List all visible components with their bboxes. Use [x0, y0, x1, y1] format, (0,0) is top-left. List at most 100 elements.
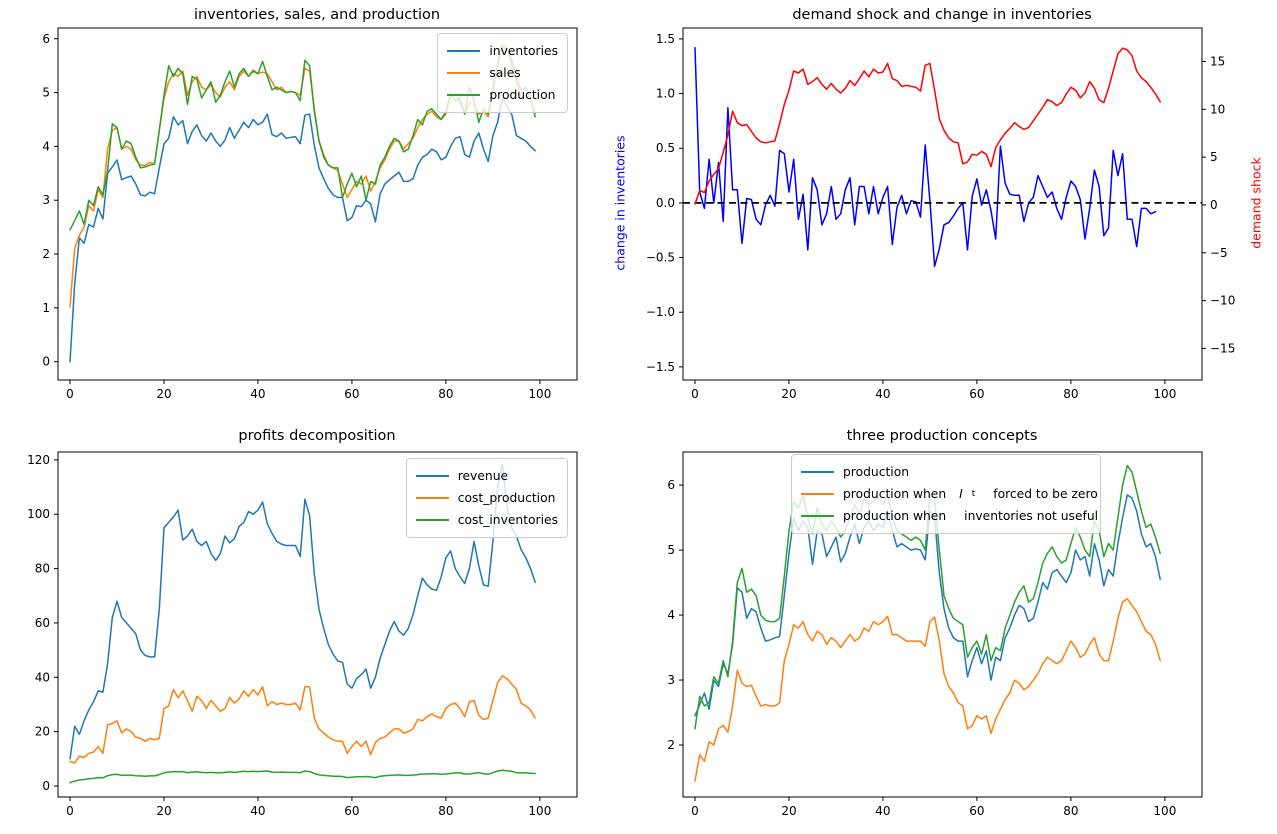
- x-tick-label: 20: [156, 804, 171, 818]
- x-tick-label: 80: [1063, 387, 1078, 401]
- legend-item-inventories: inventories: [447, 40, 558, 62]
- legend-line-swatch: [801, 471, 834, 473]
- legend-line-swatch: [447, 94, 481, 96]
- x-tick-label: 0: [66, 387, 74, 401]
- y-tick-label: 1.5: [656, 32, 675, 46]
- y-tick-label: 0.5: [656, 141, 675, 155]
- legend-label: revenue: [457, 468, 509, 483]
- x-tick-label: 0: [691, 804, 699, 818]
- axes-frame: [682, 451, 1203, 798]
- y-tick-label: 0.0: [656, 196, 675, 210]
- x-tick-label: 40: [250, 387, 265, 401]
- math-symbol-I: I: [959, 486, 963, 501]
- y-tick-label: 20: [35, 725, 50, 739]
- legend-label-right: forced to be zero: [993, 486, 1098, 501]
- legend-line-swatch: [801, 493, 834, 495]
- y-tick-label: 120: [27, 453, 50, 467]
- y-tick-label: −1.5: [646, 360, 675, 374]
- x-tick-label: 40: [875, 804, 890, 818]
- y2-tick-label: 15: [1210, 54, 1225, 68]
- legend-line-swatch: [415, 475, 449, 477]
- legend-label: production: [843, 464, 910, 479]
- x-tick-label: 60: [969, 804, 984, 818]
- legend-line-swatch: [415, 519, 449, 521]
- series-line-cost_inventories: [69, 769, 536, 784]
- y-tick-label: 1.0: [656, 87, 675, 101]
- plot3-legend: revenue cost_production cost_inventories: [405, 458, 568, 538]
- x-tick-label: 80: [438, 387, 453, 401]
- axes-frame: [57, 451, 578, 798]
- plot2-left-axis-label: change in inventories: [612, 135, 628, 271]
- axes-frame: [682, 27, 1203, 381]
- y-tick-label: 5: [42, 86, 50, 100]
- math-subscript-t: t: [971, 488, 976, 499]
- series-line-revenue: [69, 463, 536, 760]
- y-tick-label: 4: [42, 139, 50, 153]
- y-tick-label: 4: [667, 608, 675, 622]
- x-tick-label: 60: [344, 804, 359, 818]
- plot2-right-axis-label: demand shock: [1248, 157, 1264, 249]
- plot1-legend: inventories sales production: [437, 33, 568, 113]
- legend-label: cost_production: [457, 490, 556, 505]
- series-line-inventories: [69, 97, 536, 363]
- y2-tick-label: −5: [1210, 246, 1228, 260]
- x-tick-label: 80: [438, 804, 453, 818]
- series-line-production when Iₜ forced to be zero: [694, 598, 1161, 782]
- y-tick-label: −1.0: [646, 305, 675, 319]
- y-tick-label: 6: [42, 32, 50, 46]
- y-tick-label: 5: [667, 543, 675, 557]
- legend-line-swatch: [801, 515, 834, 517]
- x-tick-label: 20: [781, 804, 796, 818]
- series-line-change in inventories: [694, 46, 1157, 268]
- x-tick-label: 20: [156, 387, 171, 401]
- x-tick-label: 40: [875, 387, 890, 401]
- series-line-demand shock: [694, 47, 1161, 205]
- y-tick-label: 2: [42, 247, 50, 261]
- legend-item-production: production: [447, 84, 558, 106]
- series-line-production: [694, 494, 1161, 717]
- subplot-3: 0 20 40 60 80 100 0 20 40 60 80 100 120: [27, 451, 578, 818]
- y-tick-label: 1: [42, 301, 50, 315]
- x-tick-label: 0: [691, 387, 699, 401]
- legend-item-cost-inventories: cost_inventories: [415, 509, 558, 531]
- legend-item-revenue: revenue: [415, 465, 558, 487]
- y2-tick-label: 10: [1210, 102, 1225, 116]
- y-tick-label: 0: [42, 779, 50, 793]
- legend-item-sales: sales: [447, 62, 558, 84]
- plot3-title: profits decomposition: [238, 428, 396, 444]
- x-tick-label: 80: [1063, 804, 1078, 818]
- x-tick-label: 40: [250, 804, 265, 818]
- y-tick-label: 40: [35, 670, 50, 684]
- y2-tick-label: −15: [1210, 341, 1235, 355]
- x-tick-label: 100: [1153, 804, 1176, 818]
- x-tick-label: 100: [528, 387, 551, 401]
- legend-item-production-no-inventories: production when inventories not useful: [801, 505, 1098, 527]
- legend-label: sales: [489, 65, 521, 80]
- legend-label: inventories: [489, 43, 558, 58]
- legend-label: production: [489, 87, 556, 102]
- y2-tick-label: 5: [1210, 150, 1218, 164]
- legend-line-swatch: [447, 72, 481, 74]
- y-tick-label: 3: [667, 673, 675, 687]
- x-tick-label: 60: [344, 387, 359, 401]
- y-tick-label: 2: [667, 738, 675, 752]
- x-tick-label: 60: [969, 387, 984, 401]
- plot2-title: demand shock and change in inventories: [792, 7, 1092, 23]
- x-tick-label: 100: [1153, 387, 1176, 401]
- x-tick-label: 0: [66, 804, 74, 818]
- legend-label: production when: [843, 508, 947, 523]
- y-tick-label: 60: [35, 616, 50, 630]
- legend-label-right: inventories not useful: [964, 508, 1099, 523]
- plot4-title: three production concepts: [846, 428, 1038, 444]
- series-line-cost_production: [69, 675, 536, 764]
- y2-tick-label: 0: [1210, 198, 1218, 212]
- subplot-2: 0 20 40 60 80 1001.51.00.50.0−0.5−1.0−1.51510…: [646, 27, 1235, 401]
- x-tick-label: 20: [781, 387, 796, 401]
- y-tick-label: −0.5: [646, 251, 675, 265]
- y-tick-label: 6: [667, 478, 675, 492]
- y2-tick-label: −10: [1210, 294, 1235, 308]
